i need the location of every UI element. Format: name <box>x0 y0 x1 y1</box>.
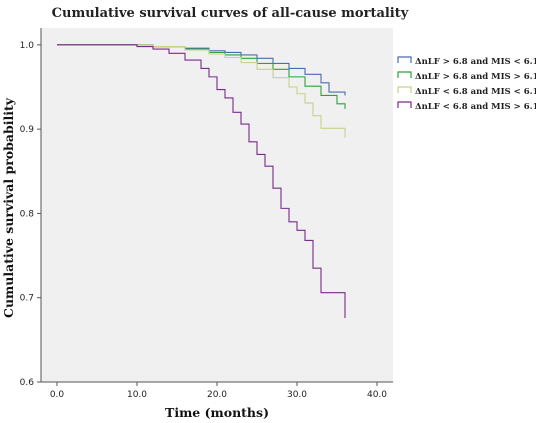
legend-label-3: ΔnLF < 6.8 and MIS < 6.1 <box>415 87 536 97</box>
chart-title: Cumulative survival curves of all-cause … <box>52 6 409 21</box>
survival-line-4 <box>57 44 346 318</box>
legend-label-4: ΔnLF < 6.8 and MIS > 6.1 <box>415 102 536 112</box>
survival-lines <box>57 44 346 318</box>
y-tick-label: 1.0 <box>20 41 35 51</box>
y-tick-label: 0.9 <box>20 125 35 135</box>
y-tick-label: 0.7 <box>20 294 34 304</box>
y-axis-label: Cumulative survival probability <box>1 97 16 318</box>
y-tick-label: 0.8 <box>20 209 35 219</box>
x-tick-label: 40.0 <box>367 390 387 400</box>
y-axis-ticks: 0.6 0.7 0.8 0.9 1.0 <box>20 41 41 388</box>
legend-label-1: ΔnLF > 6.8 and MIS < 6.1 <box>415 57 536 67</box>
x-axis-label: Time (months) <box>165 405 269 420</box>
legend-swatch-1 <box>397 56 412 63</box>
y-tick-label: 0.6 <box>20 378 35 388</box>
legend-swatch-2 <box>397 71 412 78</box>
x-tick-label: 10.0 <box>127 390 147 400</box>
x-tick-label: 0.0 <box>50 390 65 400</box>
survival-line-3 <box>57 44 346 138</box>
x-tick-label: 20.0 <box>207 390 227 400</box>
x-tick-label: 30.0 <box>287 390 307 400</box>
legend-label-2: ΔnLF > 6.8 and MIS > 6.1 <box>415 72 536 82</box>
legend-swatch-4 <box>397 101 412 108</box>
legend-swatch-3 <box>397 86 412 93</box>
x-axis-ticks: 0.0 10.0 20.0 30.0 40.0 <box>50 382 387 400</box>
chart-legend: ΔnLF > 6.8 and MIS < 6.1 ΔnLF > 6.8 and M… <box>397 56 536 112</box>
